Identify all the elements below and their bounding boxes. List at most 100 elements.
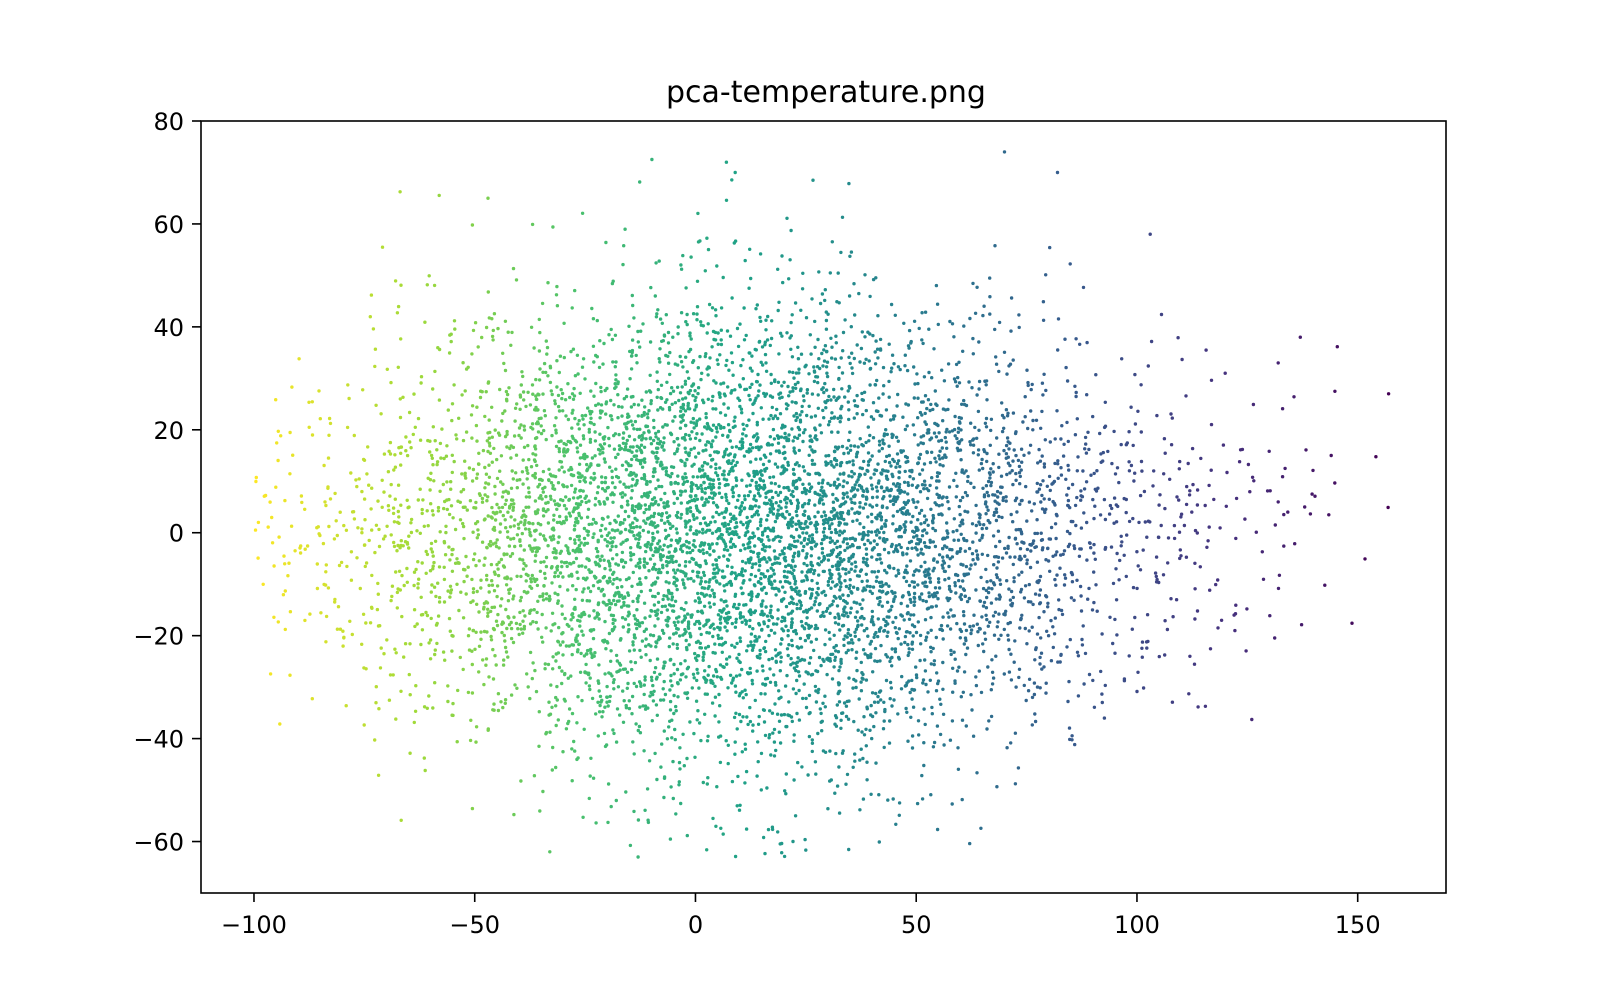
scatter-point — [757, 714, 761, 719]
scatter-point — [1168, 477, 1172, 481]
scatter-point — [569, 349, 573, 354]
scatter-point — [593, 476, 597, 480]
scatter-point — [423, 768, 427, 773]
scatter-point — [918, 452, 923, 457]
scatter-point — [737, 808, 742, 812]
scatter-point — [664, 580, 668, 584]
scatter-point — [378, 666, 383, 670]
scatter-point — [804, 574, 808, 578]
scatter-point — [326, 485, 330, 489]
scatter-point — [982, 495, 987, 499]
scatter-point — [951, 690, 955, 694]
scatter-point — [717, 642, 722, 647]
scatter-point — [713, 714, 717, 718]
scatter-point — [597, 663, 601, 667]
scatter-point — [452, 383, 456, 387]
scatter-point — [495, 538, 499, 542]
scatter-point — [714, 667, 718, 672]
scatter-point — [339, 560, 344, 565]
scatter-point — [897, 485, 901, 489]
scatter-point — [1124, 497, 1129, 502]
scatter-point — [548, 730, 552, 734]
scatter-point — [664, 511, 669, 515]
scatter-point — [793, 579, 798, 583]
scatter-point — [392, 540, 396, 545]
scatter-point — [471, 590, 476, 595]
scatter-point — [953, 581, 957, 585]
scatter-point — [510, 552, 515, 556]
scatter-point — [620, 495, 625, 499]
scatter-point — [399, 445, 403, 449]
scatter-point — [688, 388, 693, 393]
scatter-point — [576, 505, 580, 509]
scatter-point — [931, 526, 935, 531]
scatter-point — [679, 606, 684, 611]
scatter-point — [740, 620, 744, 624]
scatter-point — [632, 752, 636, 756]
scatter-point — [526, 443, 530, 448]
scatter-point — [756, 760, 760, 764]
scatter-point — [446, 684, 450, 688]
scatter-point — [861, 412, 865, 417]
scatter-point — [1007, 670, 1012, 674]
scatter-point — [588, 409, 592, 413]
scatter-point — [1084, 480, 1089, 484]
scatter-point — [1051, 645, 1056, 650]
scatter-point — [939, 627, 943, 631]
scatter-point — [754, 379, 759, 384]
scatter-point — [405, 580, 409, 584]
scatter-point — [631, 643, 635, 647]
scatter-point — [832, 416, 836, 420]
scatter-point — [1119, 442, 1123, 447]
scatter-point — [483, 493, 487, 497]
scatter-point — [747, 592, 751, 597]
scatter-point — [592, 422, 596, 427]
scatter-point — [852, 472, 856, 476]
scatter-point — [650, 719, 654, 723]
scatter-point — [702, 460, 707, 465]
scatter-point — [760, 609, 764, 613]
scatter-point — [617, 444, 622, 448]
scatter-point — [845, 491, 849, 495]
scatter-point — [501, 482, 505, 486]
scatter-point — [953, 584, 957, 588]
scatter-point — [585, 576, 589, 580]
scatter-point — [833, 791, 837, 795]
scatter-point — [788, 543, 792, 547]
scatter-point — [1117, 578, 1121, 582]
scatter-point — [702, 604, 707, 608]
scatter-point — [953, 380, 958, 384]
scatter-point — [289, 524, 294, 528]
scatter-point — [631, 599, 635, 604]
scatter-point — [672, 693, 676, 698]
scatter-point — [997, 514, 1001, 519]
scatter-point — [935, 591, 939, 595]
scatter-point — [561, 575, 565, 579]
scatter-point — [824, 609, 829, 613]
scatter-point — [839, 585, 843, 589]
scatter-point — [873, 383, 877, 387]
scatter-point — [892, 698, 896, 702]
scatter-point — [560, 391, 565, 396]
scatter-point — [432, 585, 437, 589]
scatter-point — [1135, 586, 1139, 591]
scatter-point — [642, 473, 646, 477]
scatter-point — [989, 601, 994, 605]
scatter-point — [519, 436, 523, 440]
scatter-point — [1011, 595, 1015, 600]
scatter-point — [778, 331, 783, 335]
scatter-point — [769, 574, 774, 578]
scatter-point — [690, 686, 694, 690]
scatter-point — [1209, 378, 1214, 382]
scatter-point — [537, 710, 541, 714]
scatter-point — [949, 589, 953, 594]
scatter-point — [374, 701, 378, 705]
scatter-point — [580, 499, 584, 504]
scatter-point — [805, 563, 809, 568]
scatter-point — [545, 345, 550, 350]
scatter-point — [731, 494, 735, 499]
scatter-point — [1277, 573, 1282, 577]
scatter-point — [430, 550, 435, 554]
scatter-point — [459, 590, 463, 594]
scatter-point — [282, 554, 286, 558]
